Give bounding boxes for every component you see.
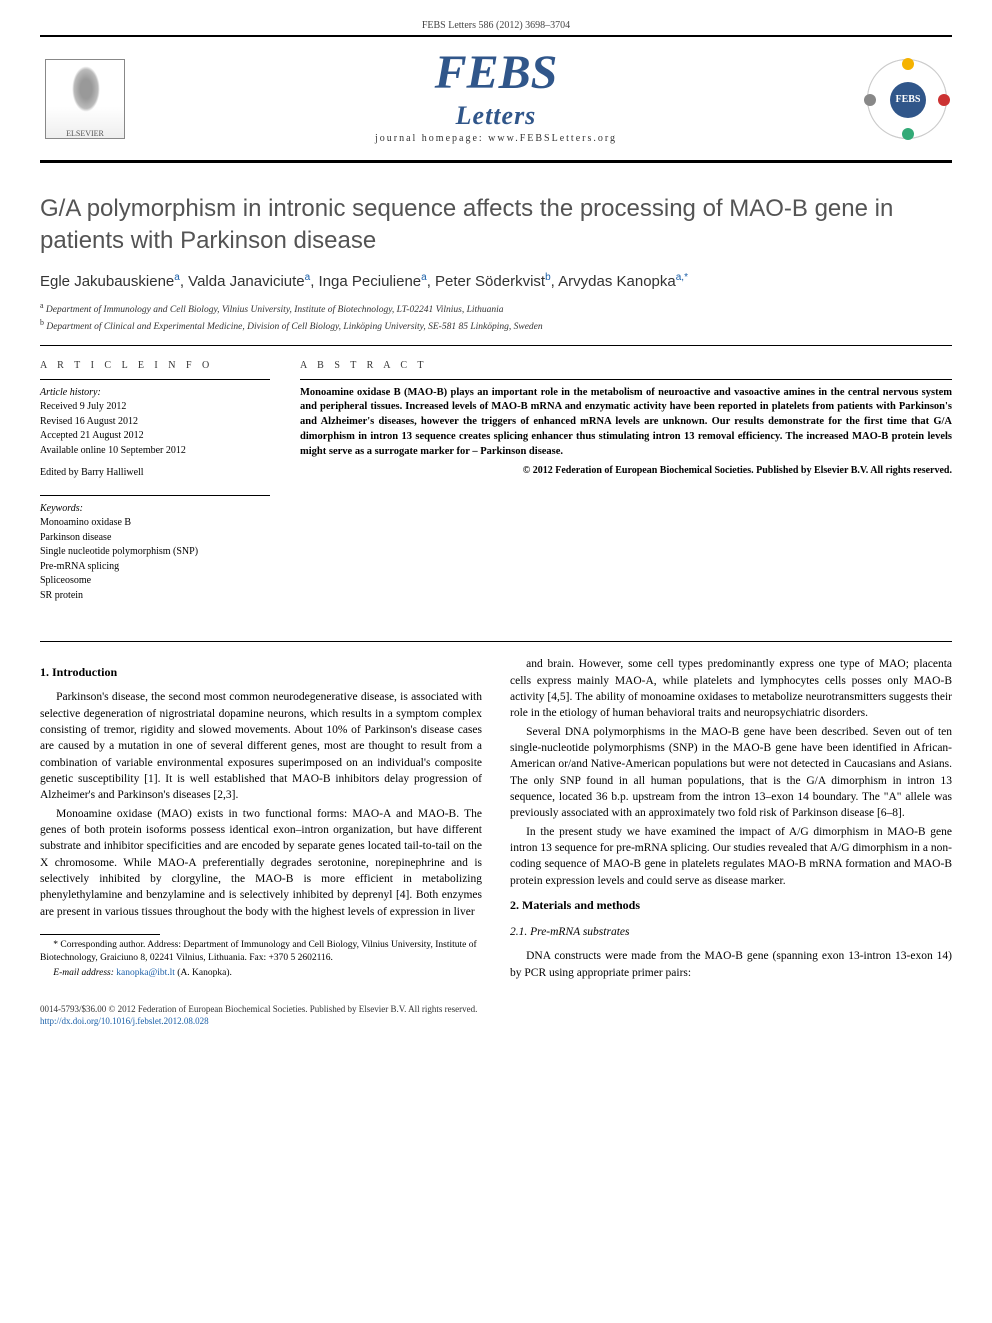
abstract-copyright: © 2012 Federation of European Biochemica… — [300, 465, 952, 476]
top-rule — [40, 35, 952, 37]
keyword: Spliceosome — [40, 574, 270, 589]
article-title: G/A polymorphism in intronic sequence af… — [40, 193, 952, 255]
section-heading-methods: 2. Materials and methods — [510, 897, 952, 914]
abstract-text: Monoamine oxidase B (MAO-B) plays an imp… — [300, 379, 952, 459]
affiliations: a Department of Immunology and Cell Biol… — [40, 300, 952, 335]
history-item: Accepted 21 August 2012 — [40, 429, 270, 444]
doi-link[interactable]: http://dx.doi.org/10.1016/j.febslet.2012… — [40, 1016, 209, 1026]
body-paragraph: Parkinson's disease, the second most com… — [40, 689, 482, 803]
keywords-block: Keywords: Monoamino oxidase B Parkinson … — [40, 495, 270, 604]
footnote-rule — [40, 934, 160, 935]
body-paragraph: and brain. However, some cell types pred… — [510, 656, 952, 721]
abstract-heading: A B S T R A C T — [300, 360, 952, 371]
body-paragraph: DNA constructs were made from the MAO-B … — [510, 948, 952, 981]
febs-badge-text: FEBS — [890, 82, 926, 118]
elsevier-label: ELSEVIER — [66, 129, 104, 138]
page-footer: 0014-5793/$36.00 © 2012 Federation of Eu… — [40, 1003, 952, 1028]
citation-bar: FEBS Letters 586 (2012) 3698–3704 — [40, 20, 952, 31]
orbit-dot-icon — [902, 128, 914, 140]
author[interactable]: Egle Jakubauskienea — [40, 273, 180, 290]
febs-badge: FEBS — [862, 54, 952, 144]
author[interactable]: Inga Peciulienea — [319, 273, 427, 290]
section-rule — [40, 345, 952, 346]
author[interactable]: Valda Janaviciutea — [188, 273, 310, 290]
keyword: Parkinson disease — [40, 531, 270, 546]
edited-by: Edited by Barry Halliwell — [40, 466, 270, 481]
corresponding-author-footnote: * Corresponding author. Address: Departm… — [40, 939, 482, 965]
affiliation: b Department of Clinical and Experimenta… — [40, 317, 952, 334]
author-list: Egle Jakubauskienea, Valda Janaviciutea,… — [40, 272, 952, 290]
journal-logo-block: FEBSLetters journal homepage: www.FEBSLe… — [375, 53, 617, 144]
orbit-dot-icon — [902, 58, 914, 70]
article-history-block: Article history: Received 9 July 2012 Re… — [40, 379, 270, 481]
footer-copyright: 0014-5793/$36.00 © 2012 Federation of Eu… — [40, 1003, 952, 1016]
history-item: Available online 10 September 2012 — [40, 444, 270, 459]
keyword: Pre-mRNA splicing — [40, 560, 270, 575]
homepage-label: journal homepage: — [375, 133, 484, 144]
orbit-dot-icon — [938, 94, 950, 106]
keywords-label: Keywords: — [40, 502, 270, 517]
body-paragraph: In the present study we have examined th… — [510, 824, 952, 889]
history-item: Revised 16 August 2012 — [40, 415, 270, 430]
article-info-heading: A R T I C L E I N F O — [40, 360, 270, 371]
history-label: Article history: — [40, 386, 270, 401]
journal-logo-text: FEBSLetters — [375, 53, 617, 129]
article-info-sidebar: A R T I C L E I N F O Article history: R… — [40, 360, 270, 618]
orbit-dot-icon — [864, 94, 876, 106]
body-paragraph: Several DNA polymorphisms in the MAO-B g… — [510, 724, 952, 822]
journal-homepage: journal homepage: www.FEBSLetters.org — [375, 133, 617, 144]
homepage-url[interactable]: www.FEBSLetters.org — [488, 133, 617, 144]
keyword: SR protein — [40, 589, 270, 604]
section-rule — [40, 641, 952, 642]
keyword: Monoamino oxidase B — [40, 516, 270, 531]
email-footnote: E-mail address: kanopka@ibt.lt (A. Kanop… — [40, 967, 482, 980]
email-person: (A. Kanopka). — [177, 968, 232, 978]
keyword: Single nucleotide polymorphism (SNP) — [40, 545, 270, 560]
body-paragraph: Monoamine oxidase (MAO) exists in two fu… — [40, 806, 482, 920]
subsection-heading: 2.1. Pre-mRNA substrates — [510, 924, 952, 940]
author[interactable]: Arvydas Kanopkaa,* — [558, 273, 688, 290]
email-label: E-mail address: — [53, 968, 114, 978]
author[interactable]: Peter Söderkvistb — [435, 273, 551, 290]
affiliation: a Department of Immunology and Cell Biol… — [40, 300, 952, 317]
abstract-column: A B S T R A C T Monoamine oxidase B (MAO… — [300, 360, 952, 618]
header-bottom-rule — [40, 160, 952, 163]
journal-header: ELSEVIER FEBSLetters journal homepage: w… — [40, 45, 952, 152]
email-link[interactable]: kanopka@ibt.lt — [116, 968, 175, 978]
section-heading-intro: 1. Introduction — [40, 664, 482, 681]
history-item: Received 9 July 2012 — [40, 400, 270, 415]
elsevier-logo[interactable]: ELSEVIER — [40, 54, 130, 144]
article-body: 1. Introduction Parkinson's disease, the… — [40, 656, 952, 983]
